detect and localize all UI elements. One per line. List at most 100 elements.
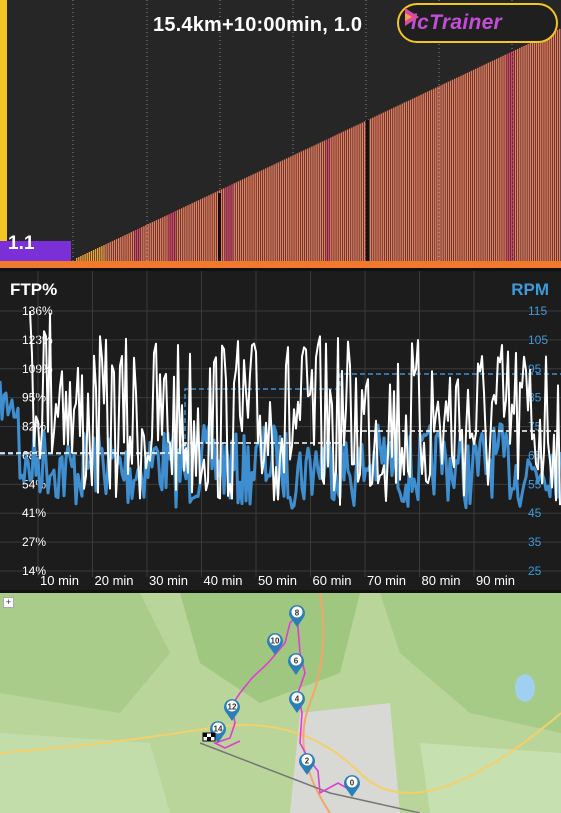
- ramp-bar: [430, 89, 433, 262]
- ramp-bar: [420, 94, 422, 262]
- ramp-bar: [78, 257, 80, 262]
- ramp-bar: [256, 172, 258, 262]
- ramp-bar: [248, 176, 250, 262]
- left-tick-label: 14%: [22, 564, 46, 578]
- ramp-bar: [349, 128, 351, 262]
- finish-flag-icon: [202, 732, 216, 742]
- ramp-bar: [176, 210, 179, 262]
- ramp-bar: [147, 224, 149, 262]
- zoom-in-button[interactable]: +: [3, 597, 14, 608]
- route-map[interactable]: 0 2 4 6 8 10 12 14 +: [0, 593, 561, 813]
- ramp-bar: [321, 141, 324, 262]
- segment-block: [0, 241, 71, 262]
- ramp-bar: [307, 148, 309, 262]
- ramp-bar: [372, 117, 374, 262]
- ramp-bar: [302, 150, 305, 262]
- ramp-bar: [84, 254, 86, 262]
- warmup-bar: [0, 0, 7, 262]
- ramp-bar: [344, 130, 347, 262]
- ramp-bar: [124, 235, 126, 262]
- ramp-bar: [361, 122, 363, 262]
- ramp-bar: [145, 225, 147, 262]
- ramp-bar: [525, 44, 527, 263]
- ramp-bar: [468, 71, 471, 262]
- ramp-bar: [498, 57, 500, 262]
- flag-check: [203, 733, 207, 737]
- ramp-bar: [97, 248, 99, 262]
- ramp-bar: [481, 65, 483, 262]
- ramp-bar: [508, 52, 510, 262]
- ramp-bar: [412, 98, 414, 262]
- ramp-bar: [105, 244, 107, 262]
- ramp-bar: [477, 67, 479, 262]
- ramp-bar: [510, 51, 513, 263]
- ramp-bar: [556, 29, 559, 263]
- ramp-bar: [521, 46, 523, 263]
- ramp-bar: [546, 34, 548, 263]
- ramp-bar: [529, 42, 531, 263]
- ramp-bar: [500, 56, 502, 262]
- ramp-bar: [235, 182, 237, 262]
- route-marker: 4: [289, 691, 305, 713]
- ramp-bar: [380, 113, 382, 262]
- ramp-bar: [466, 72, 468, 262]
- ramp-bar: [181, 208, 183, 262]
- ramp-bar: [517, 48, 519, 263]
- ramp-bar: [300, 151, 303, 262]
- marker-label: 2: [305, 757, 310, 766]
- x-tick-label: 80 min: [422, 573, 461, 588]
- terrain-area: [420, 743, 561, 813]
- ramp-bar: [227, 186, 229, 262]
- ramp-bar: [288, 157, 290, 262]
- ramp-bar: [496, 58, 498, 262]
- map-canvas[interactable]: 0 2 4 6 8 10 12 14: [0, 593, 561, 813]
- ramp-bar: [197, 200, 200, 262]
- route-marker: 14: [210, 721, 227, 743]
- ramp-bar: [107, 243, 109, 262]
- map-road: [302, 593, 331, 813]
- ramp-bar: [502, 55, 504, 262]
- map-road: [0, 712, 561, 794]
- ramp-bar: [267, 167, 269, 262]
- ramp-bar: [250, 175, 252, 262]
- right-tick-label: 115: [528, 304, 547, 318]
- app-name: icTrainer: [411, 11, 503, 34]
- ramp-bar: [552, 31, 555, 263]
- ramp-bar: [330, 137, 332, 262]
- power-target-line: [0, 430, 561, 454]
- ramp-bar: [101, 246, 103, 262]
- route-marker: 2: [299, 753, 315, 775]
- ramp-bar: [132, 231, 135, 262]
- ramp-bar: [374, 116, 376, 262]
- ramp-bar: [141, 227, 143, 262]
- terrain-area: [0, 733, 170, 813]
- marker-dot: [290, 654, 302, 666]
- terrain-area: [290, 703, 400, 813]
- ramp-bar: [277, 162, 279, 262]
- marker-label: 6: [294, 657, 299, 666]
- ramp-bar: [328, 138, 330, 262]
- ramp-bar: [416, 96, 418, 262]
- route-marker: 0: [344, 775, 360, 797]
- ramp-bar: [325, 139, 328, 262]
- ramp-bar: [487, 62, 489, 262]
- ramp-bar: [139, 228, 141, 262]
- right-tick-label: 35: [528, 535, 542, 549]
- ramp-bar: [193, 202, 195, 262]
- ramp-bar: [336, 134, 338, 262]
- ramp-bar: [153, 221, 156, 262]
- ramp-bar: [279, 161, 282, 262]
- ramp-bar: [254, 173, 256, 262]
- flag-check: [207, 737, 211, 741]
- ramp-bar: [269, 166, 271, 262]
- workout-profile: 15.4km+10:00min, 1.0 icTrainer 1.1: [0, 0, 561, 268]
- ramp-bar: [458, 76, 460, 262]
- ramp-bar: [386, 110, 389, 262]
- ramp-bar: [183, 207, 185, 262]
- ramp-bar: [351, 127, 353, 262]
- ramp-bar: [346, 129, 349, 262]
- ramp-bar: [115, 239, 118, 262]
- ramp-bar: [273, 164, 275, 262]
- ramp-bar: [244, 178, 246, 262]
- ramp-bar: [456, 77, 458, 262]
